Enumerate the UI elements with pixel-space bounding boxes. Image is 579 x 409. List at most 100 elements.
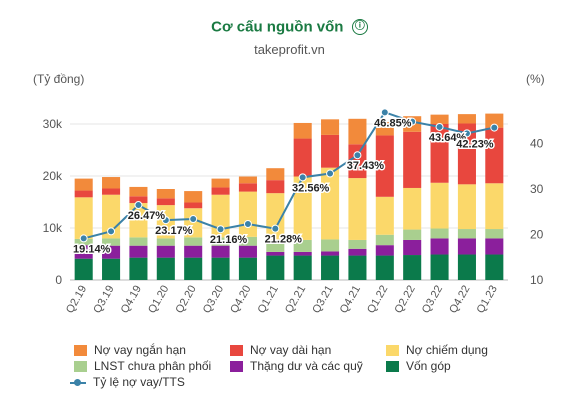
ratio-point: [408, 117, 417, 126]
bar-segment: [348, 178, 367, 240]
bar-segment: [74, 197, 93, 239]
x-tick-label: Q2.21: [283, 284, 308, 316]
bar-segment: [348, 255, 367, 280]
x-tick-label: Q3.20: [201, 284, 226, 316]
bar-segment: [457, 229, 476, 239]
ratio-point: [462, 129, 471, 138]
legend-label: Nợ chiếm dụng: [406, 343, 488, 357]
ratio-point: [79, 234, 88, 243]
data-label: 21.16%: [210, 234, 248, 246]
bar-segment: [266, 180, 285, 194]
x-tick-label: Q2.19: [64, 284, 89, 316]
bar-segment: [457, 238, 476, 255]
data-label: 19.14%: [73, 243, 111, 255]
x-axis-tick-labels: Q2.19 Q3.19 Q4.19 Q1.20 Q2.20 Q3.20 Q4.20 Q1.21…: [64, 284, 500, 316]
bar-segment: [211, 187, 230, 195]
x-tick-label: Q4.19: [119, 284, 144, 316]
bar-segment: [102, 245, 121, 259]
bar-segment: [156, 245, 175, 258]
bar-segment: [293, 255, 312, 280]
bar-segment: [321, 251, 340, 256]
bar-segment: [293, 251, 312, 256]
legend-line-marker: [70, 377, 86, 388]
bar-segment: [156, 238, 175, 246]
bar-segment: [74, 258, 93, 280]
bar-segment: [485, 113, 504, 128]
bar-segment: [457, 123, 476, 185]
ratio-point: [380, 108, 389, 117]
ratio-point: [298, 173, 307, 182]
bar-segment: [266, 251, 285, 256]
legend-item-short-term-loans[interactable]: Nợ vay ngắn hạn: [74, 343, 186, 357]
bar-segment: [293, 239, 312, 252]
bar-segment: [403, 131, 422, 188]
x-tick-label: Q3.19: [91, 284, 116, 316]
bar-segment: [293, 122, 312, 139]
bar-segment: [238, 183, 257, 192]
ratio-point: [435, 122, 444, 131]
legend-label: LNST chưa phân phối: [94, 359, 212, 373]
bar-segment: [321, 239, 340, 252]
bar-segment: [375, 135, 394, 197]
bar-segment: [211, 257, 230, 280]
y-axis-left-ticks: 0 10k 20k 30k: [43, 117, 63, 287]
ratio-point: [326, 169, 335, 178]
legend-label: Thặng dư và các quỹ: [250, 359, 363, 373]
bar-segment: [102, 177, 121, 189]
y-axis-right-label: (%): [526, 72, 545, 86]
bar-segment: [129, 257, 148, 280]
bar-segment: [321, 119, 340, 135]
bar-segment: [430, 182, 449, 229]
bar-segment: [184, 237, 203, 246]
ratio-point: [189, 215, 198, 224]
bar-segment: [184, 202, 203, 209]
bar-segment: [430, 124, 449, 183]
bar-segment: [403, 187, 422, 230]
bar-segment: [74, 178, 93, 191]
bar-segment: [348, 144, 367, 179]
bar-segment: [430, 228, 449, 239]
legend-item-appropriated-debt[interactable]: Nợ chiếm dụng: [386, 343, 488, 357]
bar-segment: [211, 178, 230, 188]
legend-item-long-term-loans[interactable]: Nợ vay dài hạn: [230, 343, 331, 357]
legend-label: Vốn góp: [406, 359, 451, 373]
legend-swatch: [386, 344, 399, 356]
legend-item-surplus-funds[interactable]: Thặng dư và các quỹ: [230, 359, 363, 373]
bar-segment: [74, 190, 93, 198]
legend-label: Nợ vay ngắn hạn: [94, 343, 186, 357]
legend-item-debt-ratio[interactable]: Tỷ lệ nợ vay/TTS: [70, 375, 185, 389]
bar-segment: [293, 176, 312, 240]
ratio-point: [271, 224, 280, 233]
bar-segment: [129, 245, 148, 258]
data-label: 46.85%: [374, 117, 412, 129]
bar-segment: [430, 254, 449, 280]
bar-segment: [457, 184, 476, 230]
bar-segment: [238, 236, 257, 246]
y-left-tick-label: 20k: [43, 169, 63, 183]
y-left-tick-label: 30k: [43, 117, 63, 131]
bar-segment: [266, 168, 285, 181]
x-tick-label: Q1.20: [146, 284, 171, 316]
bar-segment: [457, 114, 476, 124]
legend-item-retained-earnings[interactable]: LNST chưa phân phối: [74, 359, 211, 373]
ratio-line-path: [83, 111, 495, 240]
x-tick-label: Q1.23: [475, 284, 500, 316]
bar-segment: [156, 257, 175, 280]
x-tick-label: Q4.20: [228, 284, 253, 316]
bar-segment: [485, 127, 504, 184]
info-icon[interactable]: ⓘ: [351, 18, 368, 35]
ratio-point: [353, 151, 362, 160]
ratio-point: [243, 220, 252, 229]
bar-segment: [211, 245, 230, 258]
y-left-tick-label: 10k: [43, 221, 63, 235]
bar-segment: [238, 257, 257, 280]
bar-segment: [403, 229, 422, 240]
legend-item-charter-capital[interactable]: Vốn góp: [386, 359, 451, 373]
ratio-point: [216, 225, 225, 234]
bar-segment: [156, 198, 175, 206]
data-labels: 19.14% 26.47% 23.17% 21.16% 21.28% 32.56% 37.4…: [72, 116, 496, 257]
bar-segment: [485, 183, 504, 230]
bar-segment: [129, 186, 148, 197]
